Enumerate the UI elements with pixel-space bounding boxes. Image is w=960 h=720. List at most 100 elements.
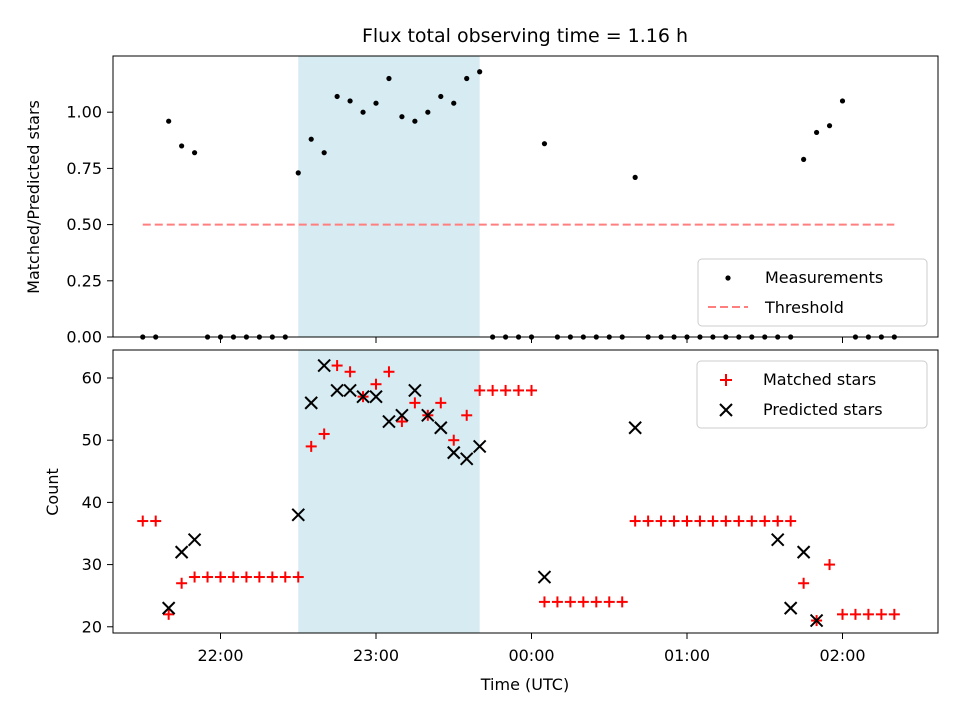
legend-threshold-label: Threshold [764,298,844,317]
x-axis-label: Time (UTC) [480,675,569,694]
matched-star-point [538,596,550,608]
matched-star-point [305,440,317,452]
x-tick-label-1: 23:00 [353,646,399,665]
matched-star-point [240,571,252,583]
matched-star-point [720,515,732,527]
legend-measurements-marker [725,275,731,281]
matched-star-point [746,515,758,527]
predicted-star-point [304,396,318,410]
chart-title: Flux total observing time = 1.16 h [362,25,688,47]
predicted-star-point [421,408,435,423]
matched-star-point [409,397,421,409]
top-panel: 0.00 0.25 0.50 0.75 1.00 Matched/Predicted s… [24,55,939,347]
matched-star-point [487,384,499,396]
top-y-tick-label-4: 1.00 [66,103,102,122]
matched-star-point [785,515,797,527]
matched-star-point [849,608,861,620]
matched-star-point [176,577,188,589]
top-y-tick-label-3: 0.75 [66,159,102,178]
predicted-star-point [343,383,357,398]
measurement-point [813,129,820,136]
bottom-legend: Matched stars Predicted stars [696,360,928,429]
matched-star-point [266,571,278,583]
matched-star-point [435,397,447,409]
measurement-point [464,75,470,82]
bottom-y-tick-label-2: 40 [82,493,102,512]
x-tick-label-2: 00:00 [508,646,554,665]
predicted-star-point [330,383,344,398]
matched-star-point [137,515,149,527]
measurement-point [295,170,301,176]
matched-star-point [150,515,162,527]
matched-star-point [707,515,719,527]
predicted-star-point [187,532,202,547]
measurement-point [373,100,379,106]
measurement-point [438,93,444,100]
bottom-y-tick-label-1: 30 [82,555,102,574]
x-tick-label-4: 02:00 [819,646,865,665]
matched-star-point [590,596,602,608]
matched-star-point [331,360,343,372]
matched-star-point [564,596,576,608]
matched-star-point [292,571,304,583]
matched-star-point [526,384,537,396]
measurement-point [191,150,198,156]
x-tick-label-3: 01:00 [664,646,710,665]
measurement-point [166,118,172,124]
matched-star-point [875,608,887,620]
measurement-point [308,136,314,142]
matched-star-point [616,596,628,608]
predicted-star-point [395,408,409,423]
matched-star-point [227,571,239,583]
predicted-star-point [161,601,176,615]
predicted-star-point [460,452,474,466]
measurement-point [826,123,833,129]
measurement-point [399,114,405,120]
matched-star-point [215,571,226,583]
matched-star-point [668,515,680,527]
predicted-star-point [783,601,798,615]
predicted-star-point [472,439,487,454]
matched-star-point [279,571,291,583]
predicted-star-point [317,358,331,373]
matched-star-point [629,515,641,527]
top-observing-span [298,56,480,337]
matched-star-point [474,384,486,396]
legend-measurements-label: Measurements [765,268,883,287]
matched-star-point [862,608,874,620]
bottom-y-tick-label-0: 20 [82,617,102,636]
measurement-point [425,109,431,115]
predicted-star-point [771,532,785,547]
measurement-point [360,109,366,115]
top-plot-frame [112,55,939,338]
matched-star-point [448,434,460,446]
x-tick-label-0: 22:00 [197,646,243,665]
matched-star-point [681,515,693,527]
top-legend: Measurements Threshold [697,258,928,327]
legend-matched-label: Matched stars [763,370,876,389]
bottom-series-marks [137,358,900,628]
matched-star-point [513,384,525,396]
matched-star-point [383,366,395,378]
measurement-point [179,143,185,149]
measurement-point [541,141,548,147]
matched-star-point [642,515,654,527]
measurement-point [632,174,638,180]
top-y-tick-label-0: 0.00 [66,328,102,347]
matched-star-point [189,571,201,583]
measurement-point [412,118,418,124]
top-y-tick-label-1: 0.25 [66,271,102,290]
predicted-star-point [369,389,383,404]
matched-star-point [603,596,615,608]
predicted-star-point [537,570,552,584]
top-y-tick-label-2: 0.50 [66,215,102,234]
measurement-point [451,100,457,106]
matched-star-point [500,384,512,396]
bottom-legend-box [696,360,928,429]
predicted-star-point [809,613,824,628]
measurement-point [839,98,846,104]
matched-star-point [396,416,408,428]
measurement-point [334,93,340,100]
